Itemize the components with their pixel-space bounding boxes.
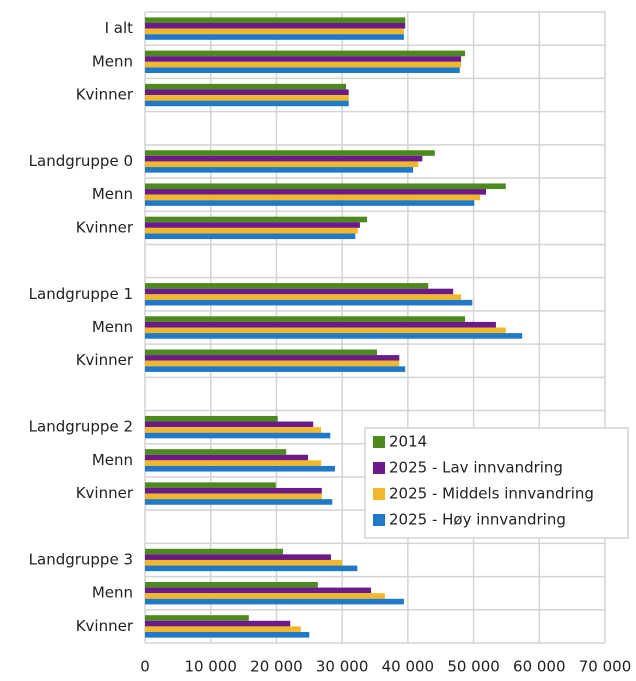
legend-swatch: [373, 462, 385, 474]
y-tick-label: Menn: [92, 185, 133, 203]
bar: [145, 222, 360, 228]
bar: [145, 34, 404, 40]
bar: [145, 421, 314, 428]
bar: [145, 327, 506, 334]
y-tick-label: Menn: [92, 584, 133, 602]
bar: [145, 548, 283, 555]
bar: [145, 227, 358, 234]
y-tick-label: I alt: [105, 19, 134, 37]
bar: [145, 487, 322, 494]
bar: [145, 465, 335, 472]
bar: [145, 598, 404, 605]
bar: [145, 216, 368, 223]
y-tick-label: Landgruppe 1: [29, 285, 133, 303]
bar: [145, 449, 287, 455]
bar: [145, 100, 349, 107]
legend-label: 2025 - Middels innvandring: [389, 485, 594, 503]
legend-box: [364, 427, 629, 539]
bar: [145, 360, 400, 367]
x-tick-label: 70 000: [579, 658, 632, 676]
bar: [145, 593, 385, 599]
bar: [145, 321, 496, 328]
bar: [145, 454, 308, 461]
bar: [145, 183, 506, 190]
bar: [145, 89, 349, 96]
legend-swatch: [373, 436, 385, 448]
bar: [145, 559, 343, 566]
bar: [145, 415, 278, 422]
bar: [145, 626, 301, 632]
bar: [145, 355, 400, 361]
bar: [145, 631, 310, 638]
bar: [145, 200, 475, 206]
bar: [145, 587, 372, 594]
x-tick-label: 60 000: [513, 658, 566, 676]
bar: [145, 333, 523, 339]
bar: [145, 233, 356, 240]
bar: [145, 194, 481, 201]
x-tick-label: 50 000: [447, 658, 500, 676]
bar: [145, 155, 423, 162]
x-tick-label: 0: [140, 658, 150, 676]
bar: [145, 189, 487, 195]
x-tick-label: 40 000: [382, 658, 435, 676]
legend-swatch: [373, 514, 385, 526]
bar: [145, 23, 406, 29]
bar: [145, 17, 406, 24]
y-tick-label: Menn: [92, 451, 133, 469]
bar: [145, 432, 331, 439]
bar: [145, 499, 333, 505]
bar: [145, 50, 466, 57]
bar: [145, 554, 331, 560]
bar: [145, 366, 406, 372]
bar: [145, 349, 377, 356]
bar: [145, 482, 276, 488]
bar: [145, 620, 291, 627]
bar: [145, 565, 358, 572]
y-tick-label: Menn: [92, 318, 133, 336]
y-tick-label: Landgruppe 2: [29, 418, 133, 436]
bar: [145, 288, 454, 295]
bar: [145, 283, 429, 289]
legend-label: 2025 - Lav innvandring: [389, 459, 563, 477]
y-tick-label: Landgruppe 0: [29, 152, 133, 170]
legend-label: 2025 - Høy innvandring: [389, 511, 566, 529]
bar: [145, 167, 414, 173]
bar: [145, 615, 249, 621]
x-tick-label: 20 000: [250, 658, 303, 676]
bar: [145, 161, 419, 168]
bar: [145, 493, 322, 500]
y-tick-label: Menn: [92, 52, 133, 70]
y-tick-label: Kvinner: [76, 484, 134, 502]
y-tick-label: Kvinner: [76, 86, 134, 104]
bar: [145, 95, 349, 101]
bar: [145, 316, 466, 322]
y-tick-label: Landgruppe 3: [29, 550, 133, 568]
bar: [145, 581, 318, 588]
bar: [145, 299, 473, 306]
bar: [145, 67, 460, 74]
y-tick-label: Kvinner: [76, 351, 134, 369]
x-tick-label: 10 000: [184, 658, 237, 676]
bar: [145, 427, 322, 433]
bar: [145, 150, 435, 156]
bar: [145, 56, 462, 62]
legend-label: 2014: [389, 433, 427, 451]
x-tick-label: 30 000: [316, 658, 369, 676]
y-tick-label: Kvinner: [76, 218, 134, 236]
y-tick-label: Kvinner: [76, 617, 134, 635]
bar: [145, 83, 347, 90]
bar: [145, 61, 462, 68]
bar: [145, 294, 462, 300]
legend-swatch: [373, 488, 385, 500]
bar: [145, 460, 322, 466]
bar: [145, 28, 404, 35]
